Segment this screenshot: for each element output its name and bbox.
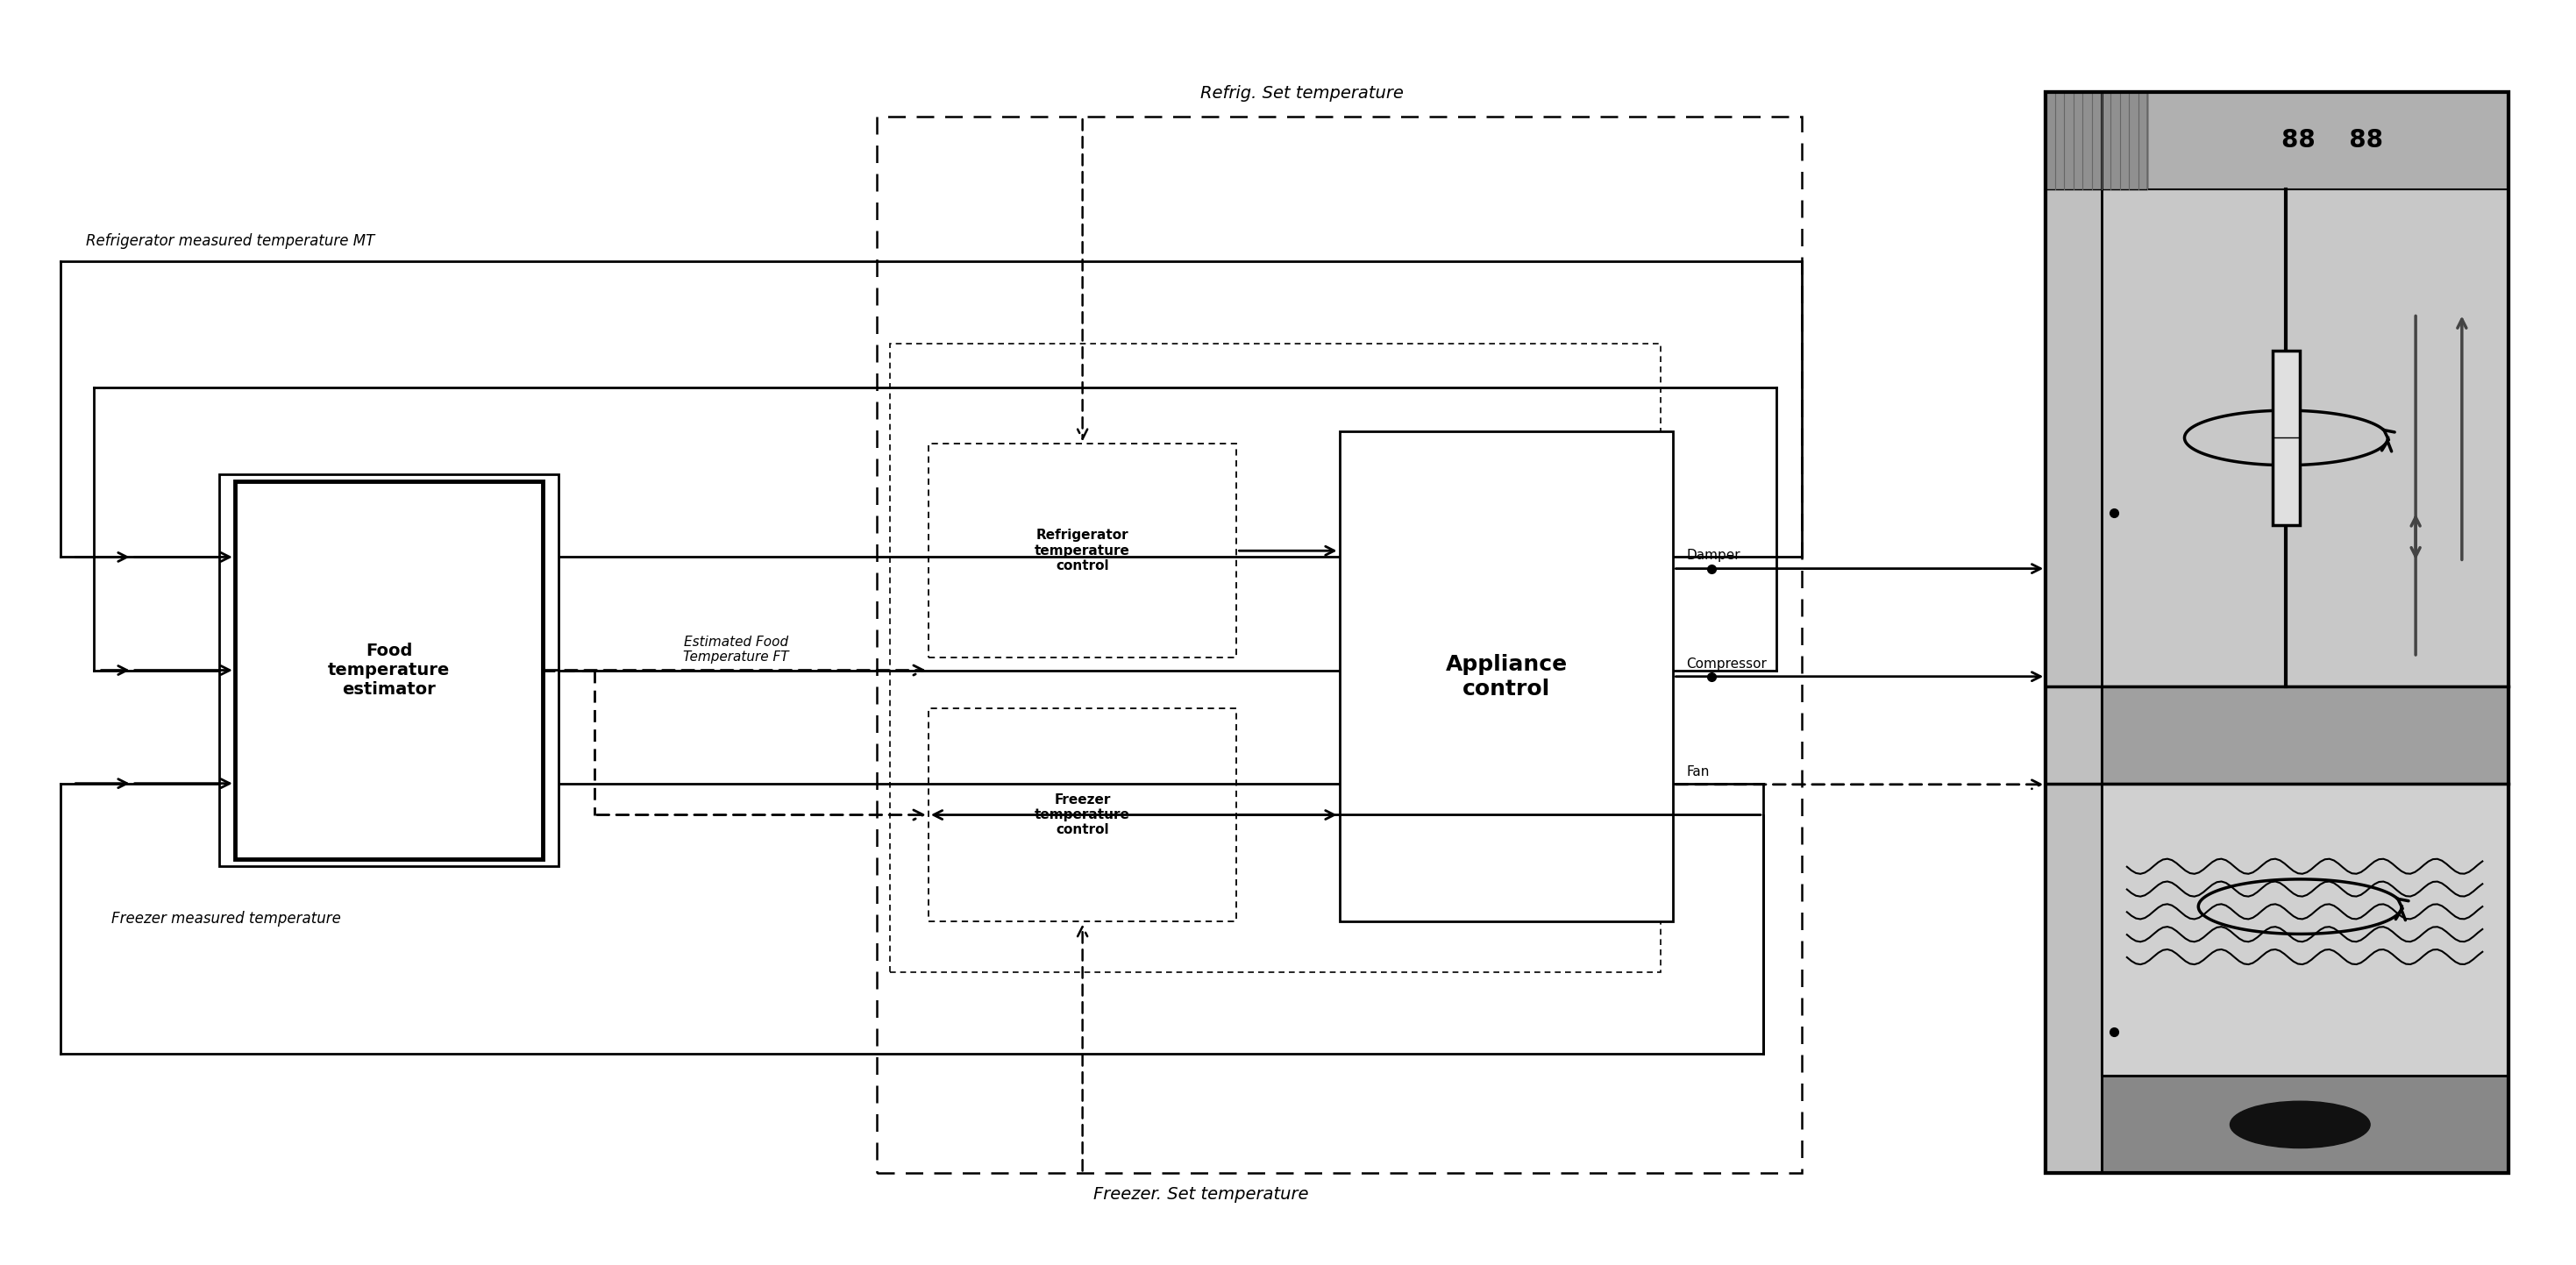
Bar bbox=[2102, 1077, 2509, 1174]
Bar bbox=[219, 474, 559, 867]
Text: Refrigerator
temperature
control: Refrigerator temperature control bbox=[1036, 529, 1131, 573]
Text: Freezer. Set temperature: Freezer. Set temperature bbox=[1092, 1185, 1309, 1203]
Text: Fan: Fan bbox=[1687, 765, 1710, 778]
Text: Estimated Food
Temperature FT: Estimated Food Temperature FT bbox=[683, 635, 788, 664]
Text: Food
temperature
estimator: Food temperature estimator bbox=[327, 643, 451, 698]
Bar bbox=[2102, 687, 2509, 784]
Bar bbox=[889, 343, 1662, 972]
Bar bbox=[2045, 91, 2509, 1174]
Bar bbox=[1340, 431, 1674, 922]
Bar bbox=[234, 482, 544, 859]
Text: Freezer
temperature
control: Freezer temperature control bbox=[1036, 793, 1131, 836]
Bar bbox=[2045, 91, 2509, 188]
Bar bbox=[927, 708, 1236, 922]
Ellipse shape bbox=[2231, 1102, 2370, 1149]
Bar bbox=[2272, 350, 2300, 525]
Text: Damper: Damper bbox=[1687, 549, 1741, 563]
Text: Appliance
control: Appliance control bbox=[1445, 654, 1566, 700]
Text: Compressor: Compressor bbox=[1687, 657, 1767, 670]
Bar bbox=[2045, 91, 2148, 188]
Text: Refrigerator measured temperature MT: Refrigerator measured temperature MT bbox=[85, 233, 374, 249]
Bar bbox=[2045, 91, 2102, 1174]
Text: 88    88: 88 88 bbox=[2282, 128, 2383, 153]
Bar bbox=[876, 116, 1801, 1174]
Bar bbox=[2045, 91, 2509, 1174]
Text: Freezer measured temperature: Freezer measured temperature bbox=[111, 911, 340, 926]
Bar bbox=[2045, 188, 2509, 687]
Bar bbox=[927, 444, 1236, 658]
Bar bbox=[2102, 784, 2509, 1077]
Text: Refrig. Set temperature: Refrig. Set temperature bbox=[1200, 85, 1404, 101]
